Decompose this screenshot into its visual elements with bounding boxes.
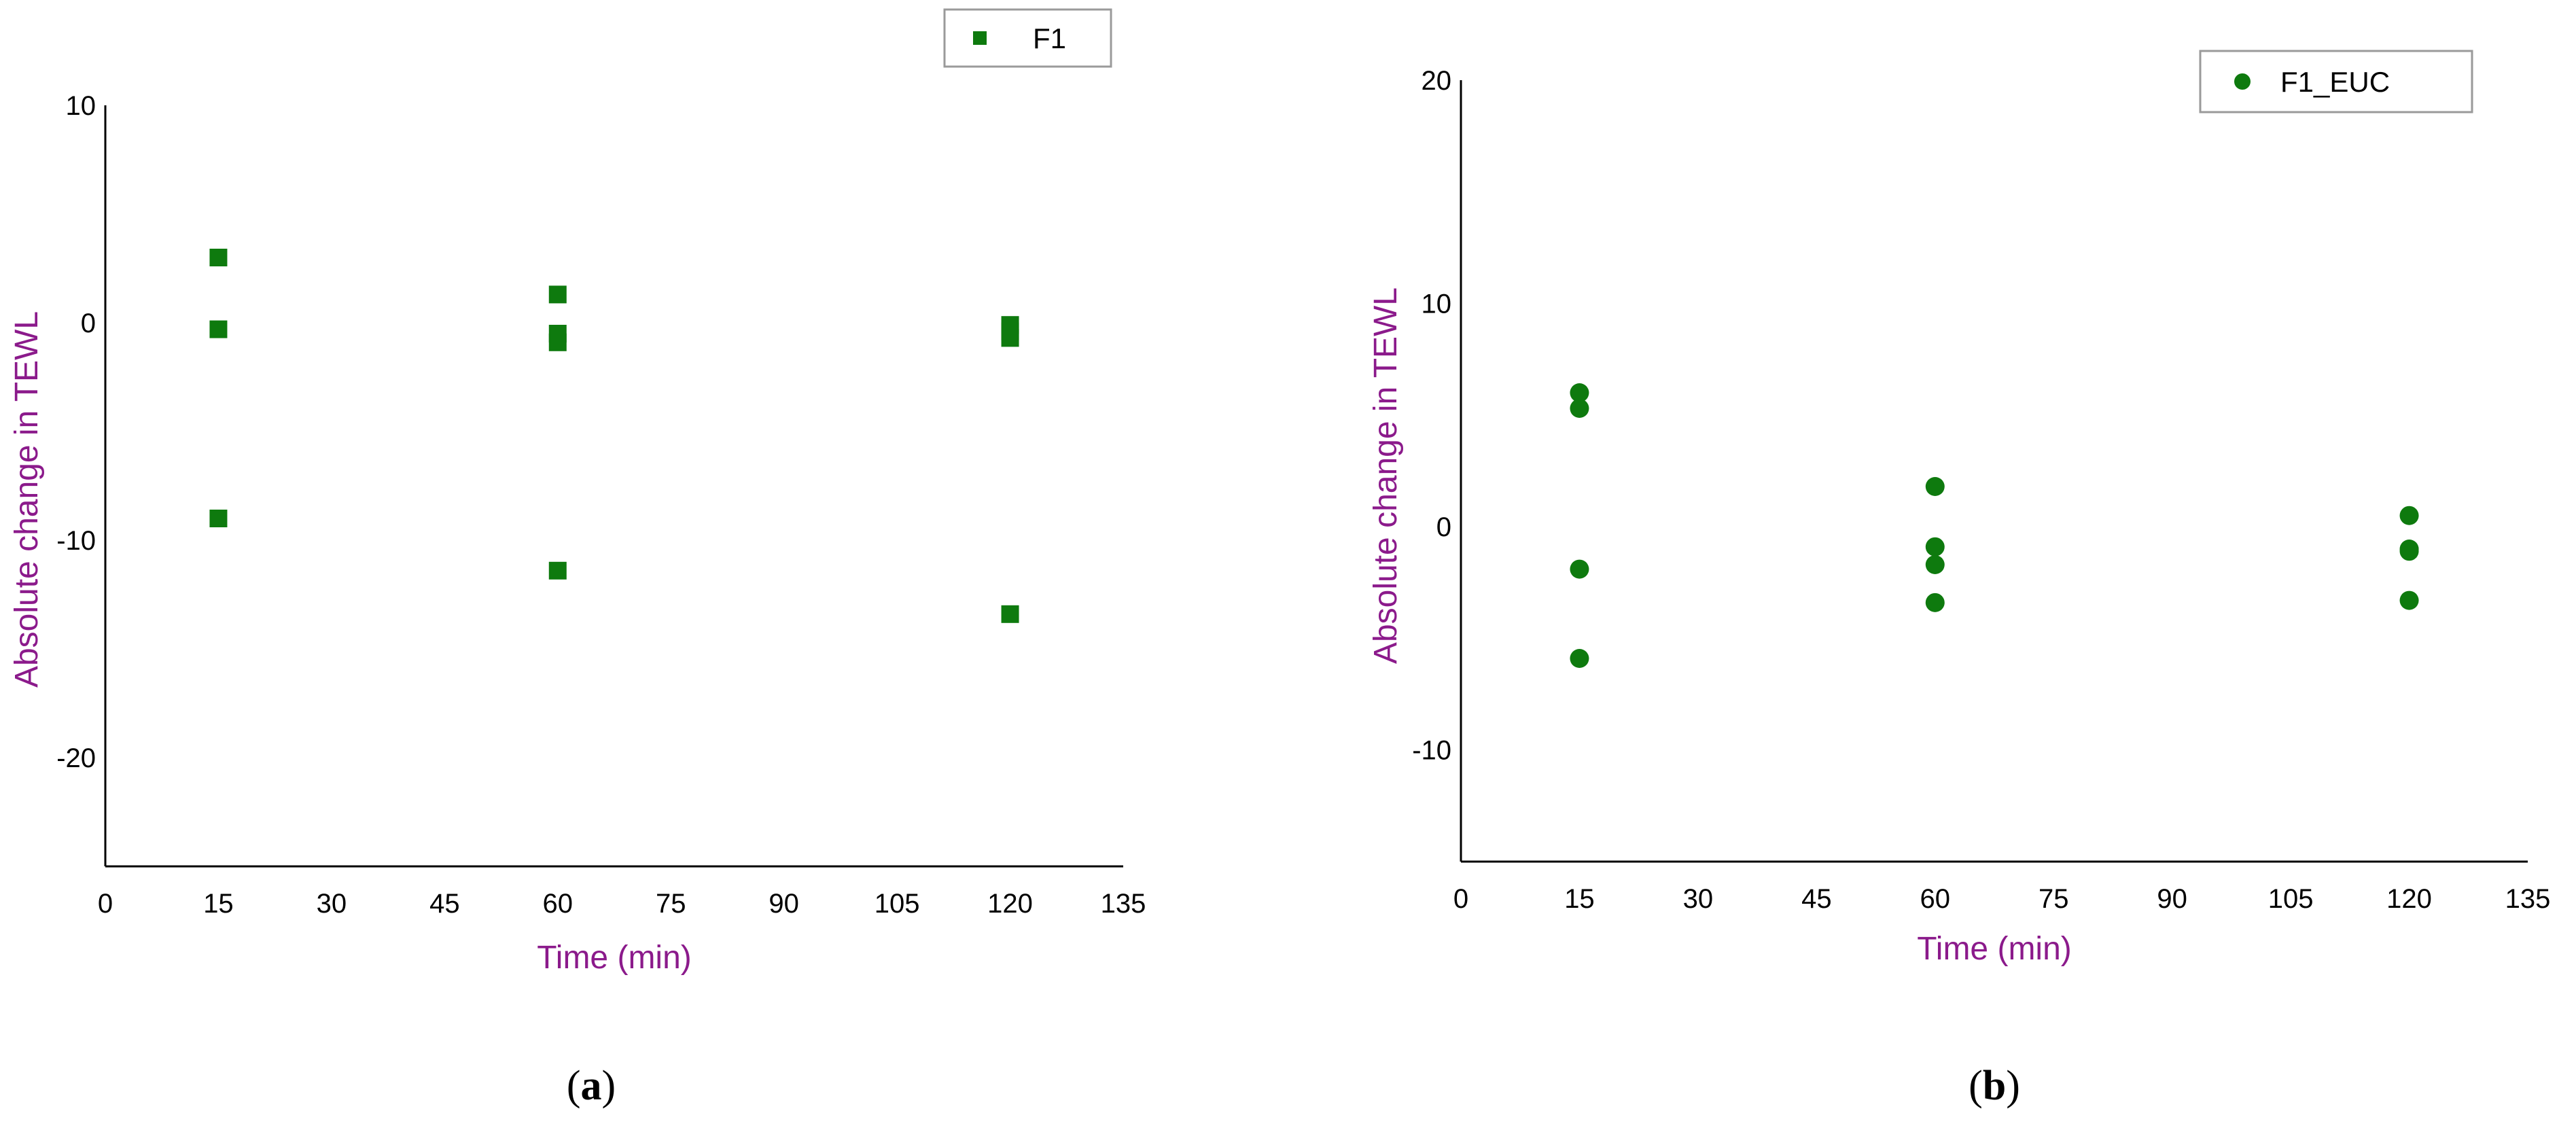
data-point [2399, 542, 2419, 561]
panel-label-a: (a) [567, 1063, 616, 1109]
y-tick-label: 20 [1422, 66, 1452, 96]
data-point [1570, 399, 1589, 418]
x-tick-label: 105 [875, 889, 920, 919]
data-point [1570, 649, 1589, 668]
panel-label-open-b: ( [1969, 1063, 1983, 1109]
data-point [209, 510, 228, 527]
y-tick-label: 0 [1436, 512, 1451, 542]
x-axis-title-a: Time (min) [537, 940, 692, 976]
data-point [1925, 555, 1945, 574]
x-tick-label: 90 [2157, 884, 2187, 914]
y-tick-label: 0 [81, 308, 96, 338]
x-tick-label: 135 [2505, 884, 2551, 914]
legend-a: F1 [943, 8, 1112, 68]
axes-a [104, 105, 1123, 868]
data-point [2399, 506, 2419, 525]
legend-b: F1_EUC [2199, 50, 2473, 113]
y-tick-label: -10 [56, 526, 96, 556]
x-tick-label: 60 [1920, 884, 1951, 914]
chart-panel-a: 0 15 30 45 60 75 90 105 120 135 10 0 -10 -20 F1 Time… [9, 8, 1146, 1109]
panel-label-close-b: ) [2006, 1063, 2020, 1109]
legend-marker-circle [2234, 73, 2251, 90]
x-tick-label: 0 [1453, 884, 1468, 914]
data-point [1925, 477, 1945, 496]
y-tick-labels-b: 20 10 0 -10 [1412, 66, 1451, 766]
data-point [548, 333, 567, 351]
panel-label-open-a: ( [567, 1063, 581, 1109]
x-tick-label: 45 [1801, 884, 1832, 914]
x-tick-label: 15 [1564, 884, 1595, 914]
x-tick-label: 0 [98, 889, 113, 919]
x-tick-label: 90 [769, 889, 799, 919]
data-point [209, 320, 228, 338]
legend-marker-square [973, 31, 987, 45]
panel-label-letter-a: a [581, 1063, 602, 1109]
data-point [548, 561, 567, 580]
data-point [1001, 605, 1019, 623]
x-tick-label: 75 [656, 889, 686, 919]
x-tick-label: 30 [1683, 884, 1714, 914]
x-tick-label: 45 [429, 889, 460, 919]
legend-label-f1-euc: F1_EUC [2280, 66, 2390, 98]
data-points-b [1570, 383, 2419, 668]
y-axis-title-a: Absolute change in TEWL [9, 311, 45, 688]
y-tick-label: -10 [1412, 736, 1451, 766]
data-point [2399, 590, 2419, 610]
data-point [1570, 559, 1589, 579]
y-tick-label: -20 [56, 743, 96, 773]
x-axis-title-b: Time (min) [1917, 931, 2072, 967]
x-tick-label: 75 [2039, 884, 2069, 914]
data-point [1925, 537, 1945, 557]
x-tick-label: 30 [317, 889, 347, 919]
x-tick-label: 120 [2386, 884, 2432, 914]
x-tick-labels-b: 0 15 30 45 60 75 90 105 120 135 [1453, 884, 2551, 914]
panel-label-letter-b: b [1983, 1063, 2006, 1109]
x-tick-label: 15 [203, 889, 234, 919]
data-point [209, 249, 228, 266]
data-point [548, 285, 567, 304]
chart-panel-b: 0 15 30 45 60 75 90 105 120 135 20 10 0 -10 F1_EUC T… [1368, 50, 2551, 1109]
data-point [1925, 593, 1945, 612]
x-tick-labels-a: 0 15 30 45 60 75 90 105 120 135 [98, 889, 1146, 919]
y-tick-labels-a: 10 0 -10 -20 [56, 91, 96, 773]
data-point [1570, 383, 1589, 402]
x-tick-label: 60 [543, 889, 574, 919]
data-points-a [209, 249, 1019, 623]
legend-box-a [943, 8, 1112, 68]
y-axis-title-b: Absolute change in TEWL [1368, 287, 1404, 664]
data-point [1001, 329, 1019, 347]
x-tick-label: 105 [2268, 884, 2314, 914]
panel-label-b: (b) [1969, 1063, 2020, 1109]
y-tick-label: 10 [1422, 289, 1452, 319]
x-tick-label: 135 [1101, 889, 1146, 919]
axes-b [1460, 80, 2528, 863]
x-tick-label: 120 [987, 889, 1033, 919]
panel-label-close-a: ) [602, 1063, 616, 1109]
y-tick-label: 10 [66, 91, 96, 121]
legend-label-f1: F1 [1033, 22, 1066, 54]
